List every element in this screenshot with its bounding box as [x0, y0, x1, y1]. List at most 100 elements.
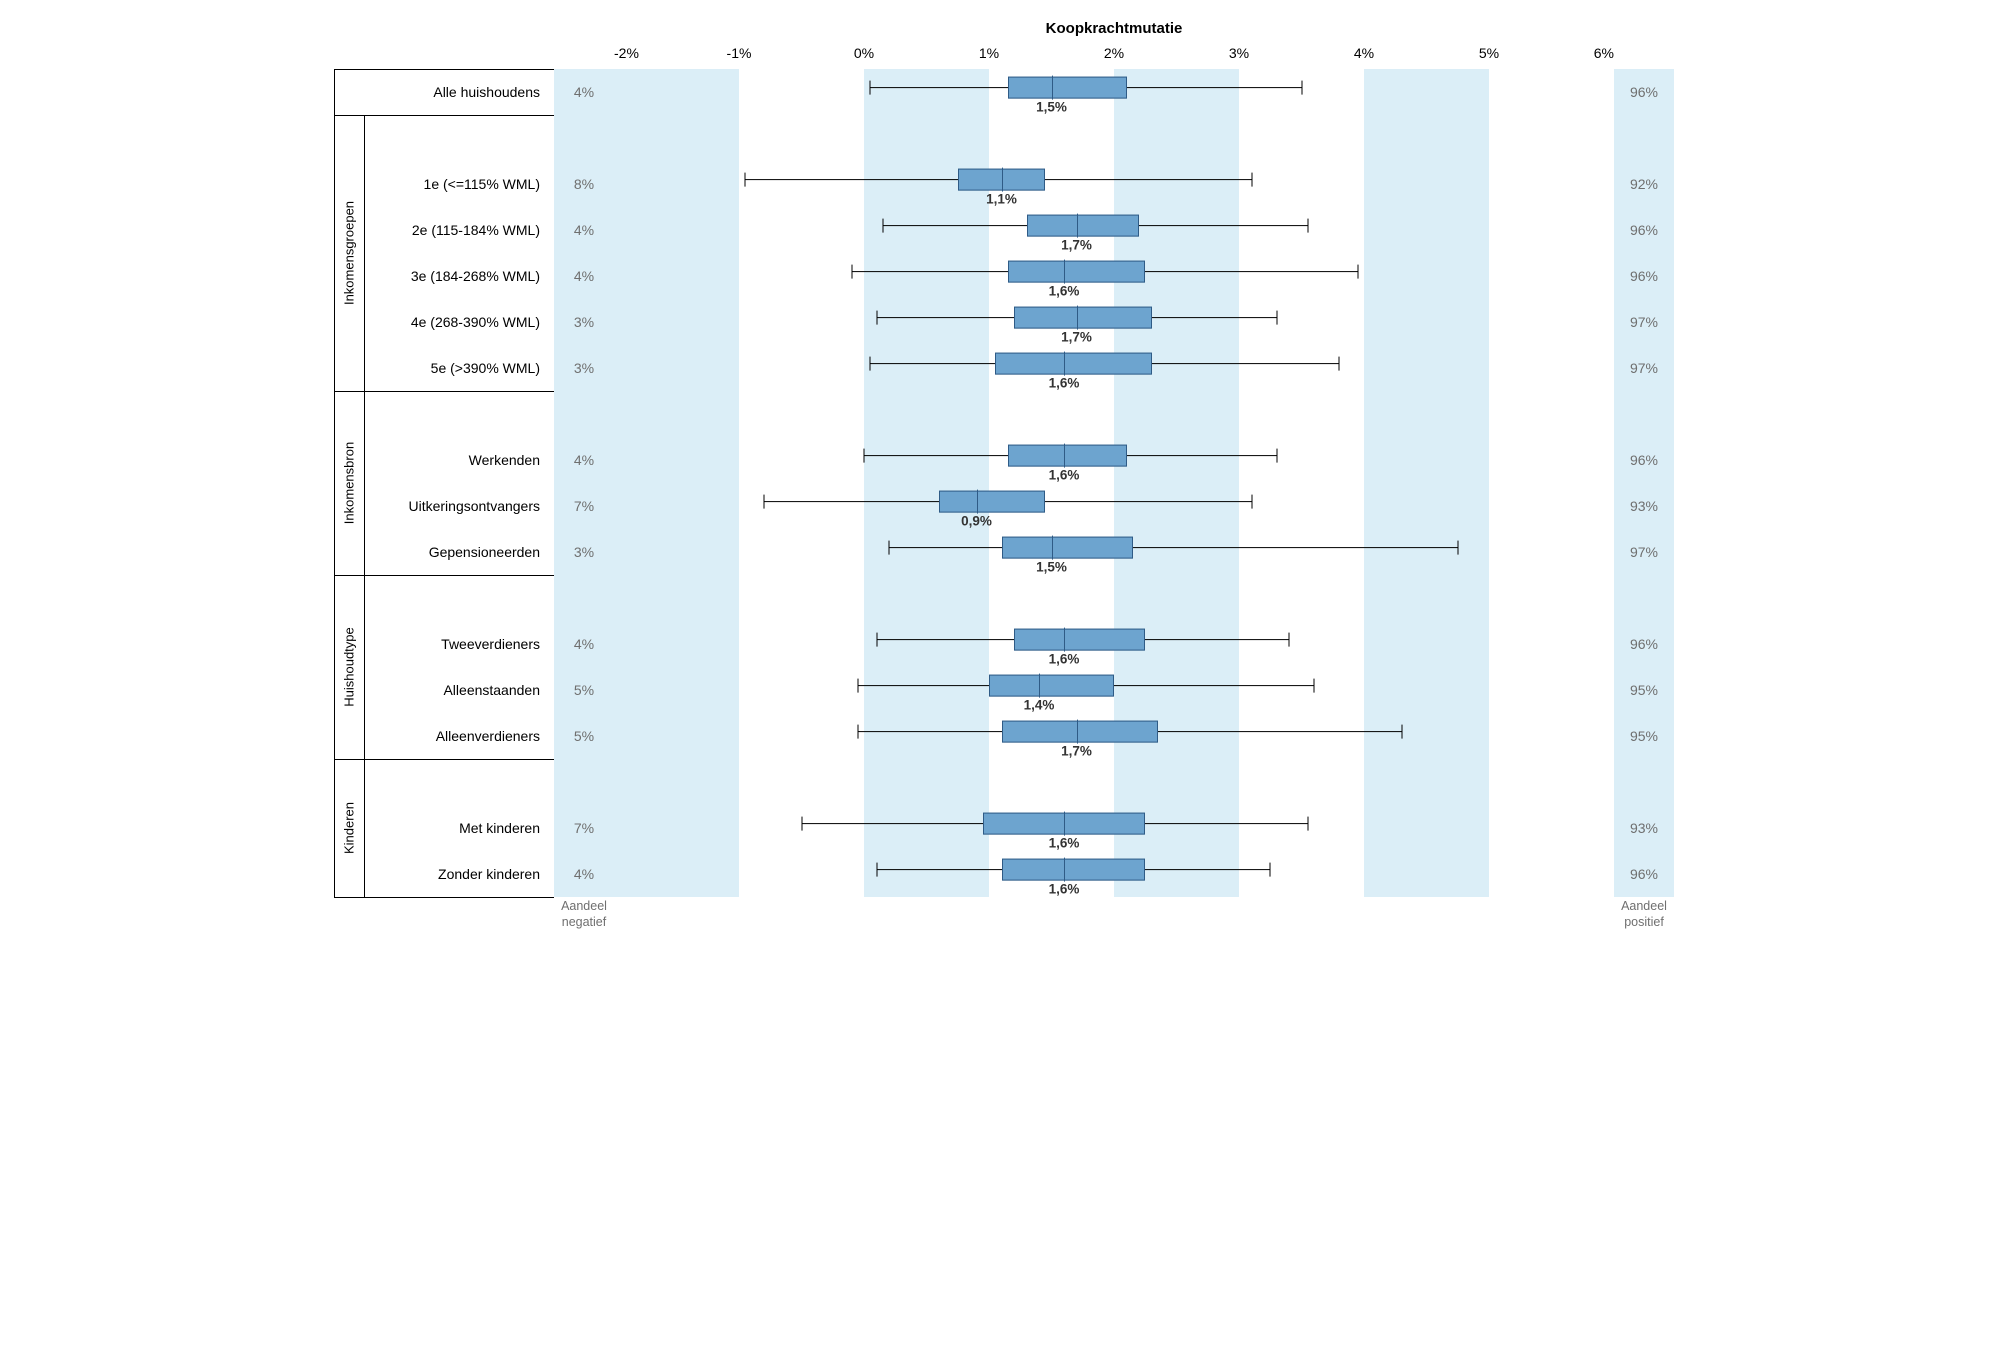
x-axis: -2% -1% 0% 1% 2% 3% 4% 5% 6% [334, 45, 1674, 69]
x-tick: 1% [979, 45, 999, 61]
aandeel-neg: 4% [554, 253, 614, 299]
aandeel-neg: 4% [554, 437, 614, 483]
chart-title: Koopkrachtmutatie [334, 20, 1674, 37]
group-divider [334, 897, 554, 898]
boxplot-row: Alleenverdieners 5% 1,7% 95% [334, 713, 1674, 759]
aandeel-neg: 7% [554, 483, 614, 529]
boxplot-cell: 1,1% [614, 161, 1614, 207]
boxplot-cell: 1,5% [614, 69, 1614, 115]
aandeel-pos: 93% [1614, 805, 1674, 851]
aandeel-neg: 4% [554, 69, 614, 115]
boxplot-row: 5e (>390% WML) 3% 1,6% 97% [334, 345, 1674, 391]
boxplot-cell: 1,6% [614, 253, 1614, 299]
aandeel-neg: 8% [554, 161, 614, 207]
row-label: Tweeverdieners [364, 621, 554, 667]
boxplot-row: Alle huishoudens 4% 1,5% 96% [334, 69, 1674, 115]
group-outer-border [334, 69, 335, 115]
x-tick: 5% [1479, 45, 1499, 61]
group-vlabel: Inkomensgroepen [342, 201, 357, 305]
x-tick: 2% [1104, 45, 1124, 61]
boxplot-row: Zonder kinderen 4% 1,6% 96% [334, 851, 1674, 897]
group-inner-divider [364, 115, 365, 391]
aandeel-pos: 96% [1614, 69, 1674, 115]
footer-labels: Aandeel negatief Aandeel positief [334, 899, 1674, 930]
aandeel-pos: 92% [1614, 161, 1674, 207]
aandeel-neg: 4% [554, 207, 614, 253]
aandeel-neg: 5% [554, 713, 614, 759]
x-tick: 0% [854, 45, 874, 61]
aandeel-pos: 96% [1614, 253, 1674, 299]
boxplot-cell: 1,7% [614, 713, 1614, 759]
boxplot-cell: 1,6% [614, 805, 1614, 851]
row-label: 4e (268-390% WML) [364, 299, 554, 345]
x-tick: -1% [727, 45, 752, 61]
boxplot-row: Met kinderen 7% 1,6% 93% [334, 805, 1674, 851]
row-label: Alleenstaanden [364, 667, 554, 713]
boxplot-chart: Koopkrachtmutatie -2%-1%0%1%2%3%4%5%6% A… [334, 20, 1674, 930]
boxplot-row: 2e (115-184% WML) 4% 1,7% 96% [334, 207, 1674, 253]
boxplot-cell: 1,4% [614, 667, 1614, 713]
aandeel-neg: 4% [554, 621, 614, 667]
aandeel-pos: 96% [1614, 437, 1674, 483]
aandeel-neg: 3% [554, 529, 614, 575]
aandeel-neg: 7% [554, 805, 614, 851]
boxplot-cell: 1,6% [614, 851, 1614, 897]
boxplot-cell: 1,7% [614, 299, 1614, 345]
boxplot-row: Alleenstaanden 5% 1,4% 95% [334, 667, 1674, 713]
group-outer-border [334, 391, 335, 575]
group-outer-border [334, 115, 335, 391]
aandeel-pos: 95% [1614, 667, 1674, 713]
aandeel-pos: 96% [1614, 621, 1674, 667]
boxplot-cell: 1,6% [614, 437, 1614, 483]
group-divider [334, 759, 554, 760]
footer-left: Aandeel negatief [554, 899, 614, 930]
aandeel-neg: 3% [554, 299, 614, 345]
group-outer-border [334, 575, 335, 759]
group-divider [334, 575, 554, 576]
aandeel-pos: 97% [1614, 299, 1674, 345]
boxplot-cell: 1,6% [614, 345, 1614, 391]
footer-right: Aandeel positief [1614, 899, 1674, 930]
boxplot-row: 4e (268-390% WML) 3% 1,7% 97% [334, 299, 1674, 345]
aandeel-pos: 95% [1614, 713, 1674, 759]
row-label: Werkenden [364, 437, 554, 483]
group-outer-border [334, 759, 335, 897]
aandeel-pos: 97% [1614, 529, 1674, 575]
group-inner-divider [364, 391, 365, 575]
row-label: 2e (115-184% WML) [364, 207, 554, 253]
boxplot-row: Tweeverdieners 4% 1,6% 96% [334, 621, 1674, 667]
aandeel-pos: 93% [1614, 483, 1674, 529]
row-label: 3e (184-268% WML) [364, 253, 554, 299]
row-label: Zonder kinderen [364, 851, 554, 897]
x-tick: 3% [1229, 45, 1249, 61]
row-label: Alle huishoudens [364, 69, 554, 115]
aandeel-neg: 5% [554, 667, 614, 713]
group-inner-divider [364, 575, 365, 759]
boxplot-row: Werkenden 4% 1,6% 96% [334, 437, 1674, 483]
aandeel-neg: 3% [554, 345, 614, 391]
group-vlabel: Inkomensbron [342, 442, 357, 524]
plot-rows: Alle huishoudens 4% 1,5% 96% 1e (<=115% … [334, 69, 1674, 897]
boxplot-row: 1e (<=115% WML) 8% 1,1% 92% [334, 161, 1674, 207]
x-tick: 6% [1594, 45, 1614, 61]
boxplot-row: 3e (184-268% WML) 4% 1,6% 96% [334, 253, 1674, 299]
group-inner-divider [364, 759, 365, 897]
row-label: 1e (<=115% WML) [364, 161, 554, 207]
row-label: 5e (>390% WML) [364, 345, 554, 391]
x-tick: -2% [614, 45, 639, 61]
group-divider [334, 115, 554, 116]
boxplot-cell: 1,7% [614, 207, 1614, 253]
boxplot-row: Gepensioneerden 3% 1,5% 97% [334, 529, 1674, 575]
aandeel-pos: 96% [1614, 207, 1674, 253]
group-divider [334, 69, 554, 70]
boxplot-row: Uitkeringsontvangers 7% 0,9% 93% [334, 483, 1674, 529]
group-vlabel: Huishoudtype [342, 627, 357, 707]
boxplot-cell: 1,5% [614, 529, 1614, 575]
x-tick: 4% [1354, 45, 1374, 61]
aandeel-neg: 4% [554, 851, 614, 897]
row-label: Uitkeringsontvangers [364, 483, 554, 529]
row-label: Met kinderen [364, 805, 554, 851]
aandeel-pos: 97% [1614, 345, 1674, 391]
boxplot-cell: 0,9% [614, 483, 1614, 529]
group-divider [334, 391, 554, 392]
